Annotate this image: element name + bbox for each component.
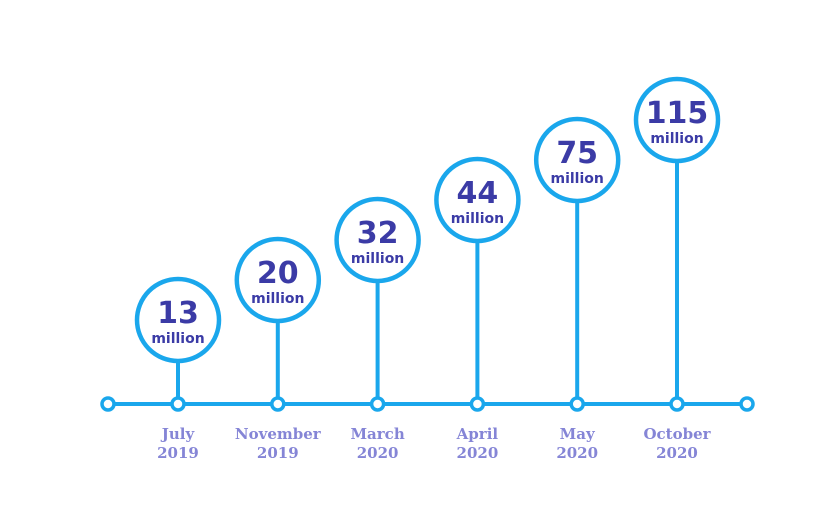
milestone-unit: million [251,291,304,307]
milestone-value: 13 [157,296,199,331]
milestone-bubble [633,76,721,164]
milestone-unit: million [151,331,204,347]
axis-end [739,396,755,412]
milestone-value: 75 [556,136,598,171]
milestone-unit: million [351,251,404,267]
milestone-month: October [643,425,711,443]
milestone-year: 2020 [357,444,399,462]
milestone-month: November [235,425,322,443]
milestone-bubble [533,116,621,204]
milestone-month: March [350,425,404,443]
milestone-unit: million [650,131,703,147]
milestone-unit: million [451,211,504,227]
milestone-month: May [560,425,596,443]
axis-node [469,396,486,412]
milestone-month: July [160,425,196,443]
milestone-bubble [234,236,322,324]
axis-node [569,396,585,412]
milestone-year: 2020 [556,444,598,462]
milestone-bubble [434,156,521,244]
axis-node [170,396,186,412]
milestone-unit: million [551,171,604,187]
milestone-year: 2019 [257,444,299,462]
axis-end [100,396,116,412]
axis-node [669,396,685,412]
milestone-bubble [134,276,222,364]
milestone-bubble [334,196,421,284]
milestone-year: 2019 [157,444,199,462]
milestone-value: 44 [457,176,499,211]
milestone-value: 115 [646,96,709,131]
milestone-year: 2020 [656,444,698,462]
axis-node [270,396,286,412]
axis-node [369,396,386,412]
milestone-value: 20 [257,256,299,291]
milestone-year: 2020 [457,444,499,462]
milestone-value: 32 [357,216,399,251]
milestone-month: April [456,425,499,443]
